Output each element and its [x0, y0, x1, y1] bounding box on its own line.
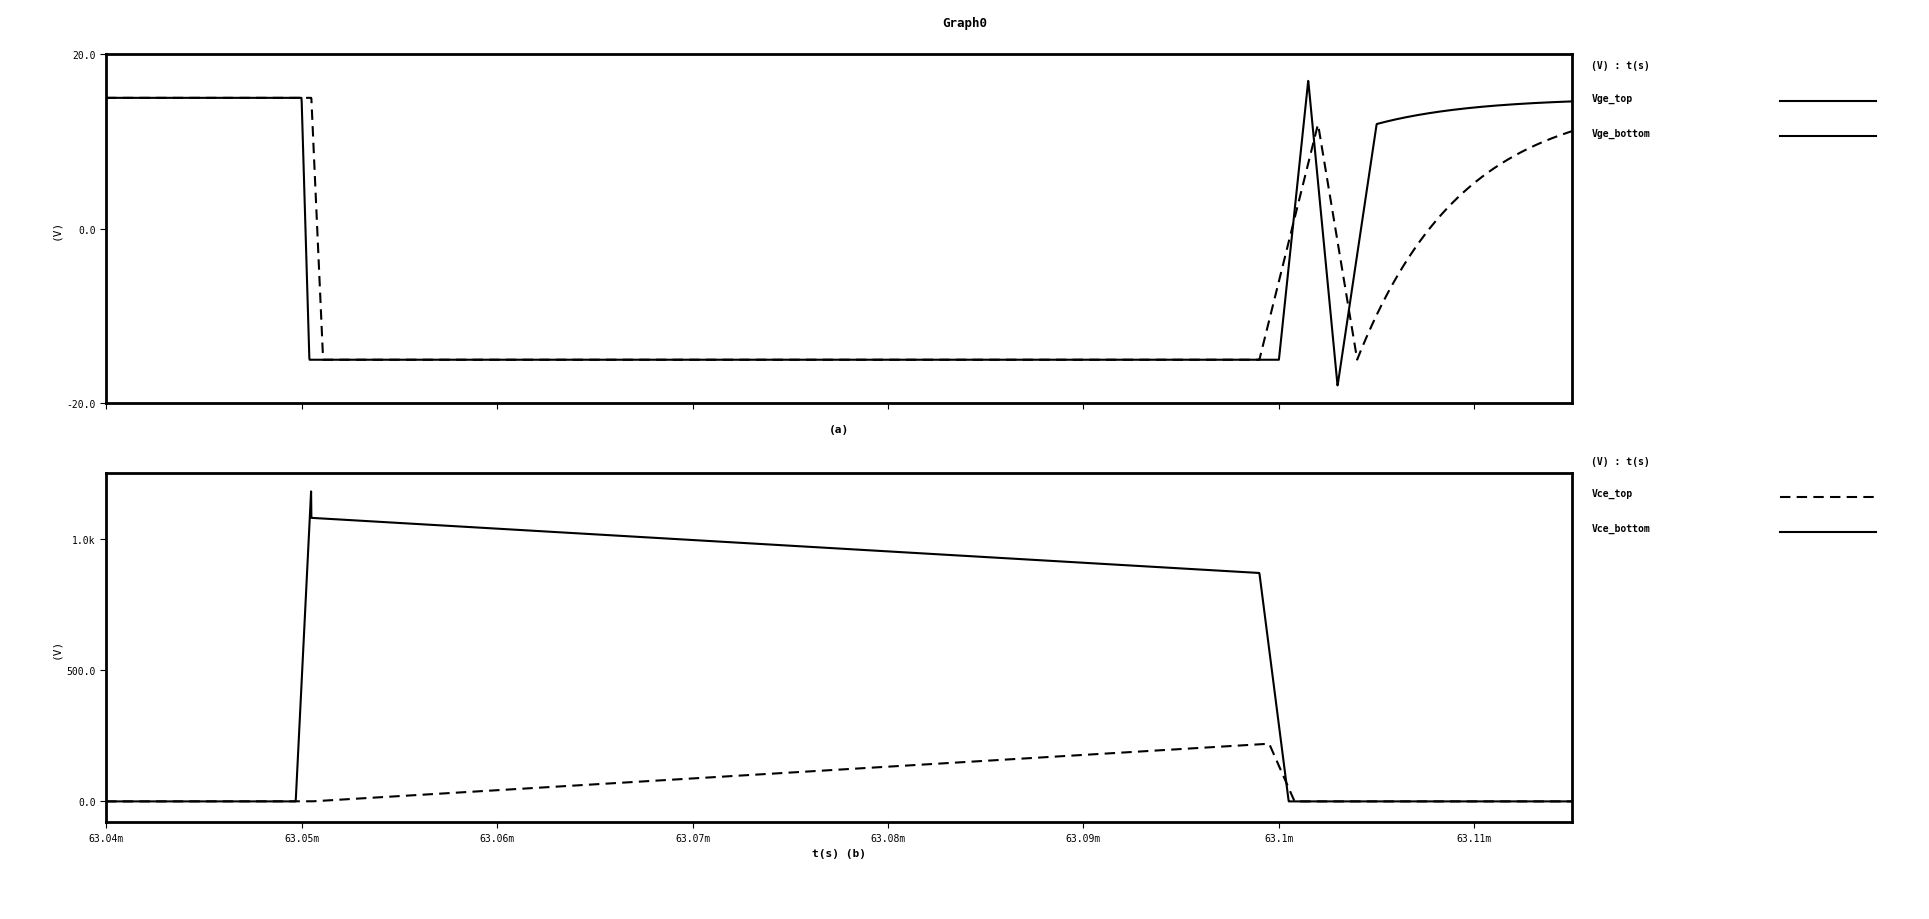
Text: Vce_bottom: Vce_bottom — [1591, 523, 1649, 534]
Text: (V) : t(s): (V) : t(s) — [1591, 456, 1649, 466]
Text: Vge_bottom: Vge_bottom — [1591, 128, 1649, 139]
Text: Graph0: Graph0 — [941, 17, 988, 29]
Y-axis label: (V): (V) — [50, 220, 60, 240]
Text: Vge_top: Vge_top — [1591, 93, 1632, 104]
Text: (a): (a) — [829, 425, 849, 435]
Y-axis label: (V): (V) — [50, 638, 60, 658]
X-axis label: t(s) (b): t(s) (b) — [812, 848, 866, 858]
Text: (V) : t(s): (V) : t(s) — [1591, 61, 1649, 71]
Text: Vce_top: Vce_top — [1591, 488, 1632, 499]
